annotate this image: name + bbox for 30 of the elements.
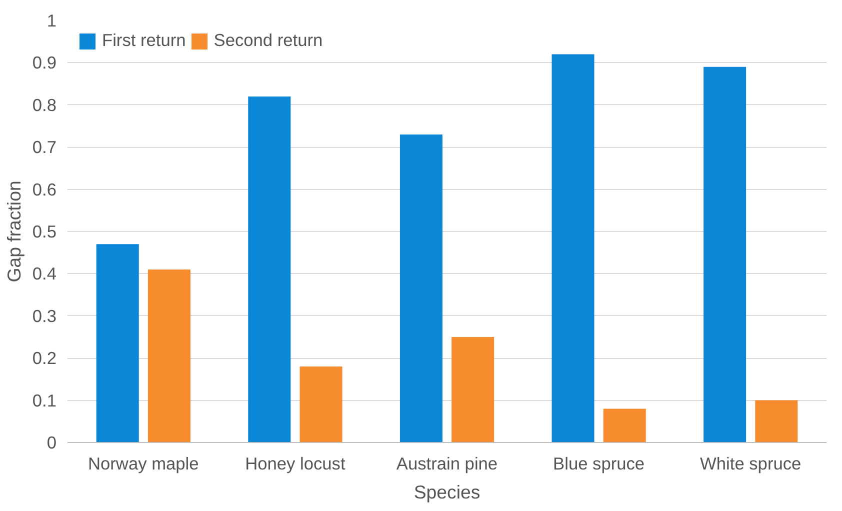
y-tick-label: 0.5 (32, 222, 57, 242)
y-tick-label: 0.8 (32, 94, 57, 115)
bar (704, 66, 746, 442)
x-axis-title: Species (414, 482, 480, 502)
y-tick-label: 0.1 (32, 390, 57, 410)
bar (452, 337, 494, 442)
bar (603, 408, 646, 442)
y-tick-label: 0.3 (32, 306, 57, 326)
bar (300, 366, 342, 442)
bar (400, 134, 442, 442)
x-tick-label: White spruce (700, 454, 802, 474)
x-tick-label: Honey locust (245, 454, 346, 474)
bar (248, 96, 291, 442)
y-tick-label: 0 (46, 432, 57, 452)
bar (552, 54, 594, 442)
x-tick-label: Norway maple (88, 454, 199, 474)
bar (148, 269, 190, 442)
x-tick-label: Blue spruce (553, 454, 645, 474)
y-tick-label: 0.6 (32, 179, 57, 200)
y-tick-label: 0.2 (32, 348, 57, 368)
y-tick-label: 0.4 (32, 264, 57, 284)
bar (96, 244, 139, 442)
y-tick-label: 0.9 (32, 52, 57, 73)
legend-label: First return (102, 30, 186, 51)
bar (755, 400, 798, 442)
x-tick-label: Austrain pine (396, 454, 498, 474)
legend-label: Second return (214, 30, 323, 51)
y-tick-label: 0.7 (32, 137, 57, 158)
y-tick-label: 1 (46, 10, 57, 30)
y-axis-title: Gap fraction (3, 180, 24, 282)
